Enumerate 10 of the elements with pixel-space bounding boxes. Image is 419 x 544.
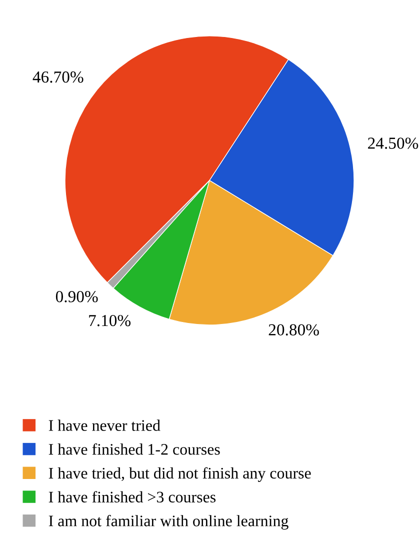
data-label: 20.80%: [268, 324, 319, 336]
data-label: 0.90%: [56, 290, 98, 302]
legend-label: I have finished 1-2 courses: [48, 443, 220, 455]
legend-label: I have finished >3 courses: [48, 491, 216, 502]
legend-label: I have never tried: [48, 420, 160, 431]
legend-label: I have tried, but did not finish any course: [48, 467, 311, 482]
data-label: 7.10%: [89, 314, 131, 326]
data-label: 46.70%: [32, 71, 84, 83]
data-label: 24.50%: [368, 138, 418, 149]
legend-label: I am not familiar with online learning: [48, 514, 288, 530]
